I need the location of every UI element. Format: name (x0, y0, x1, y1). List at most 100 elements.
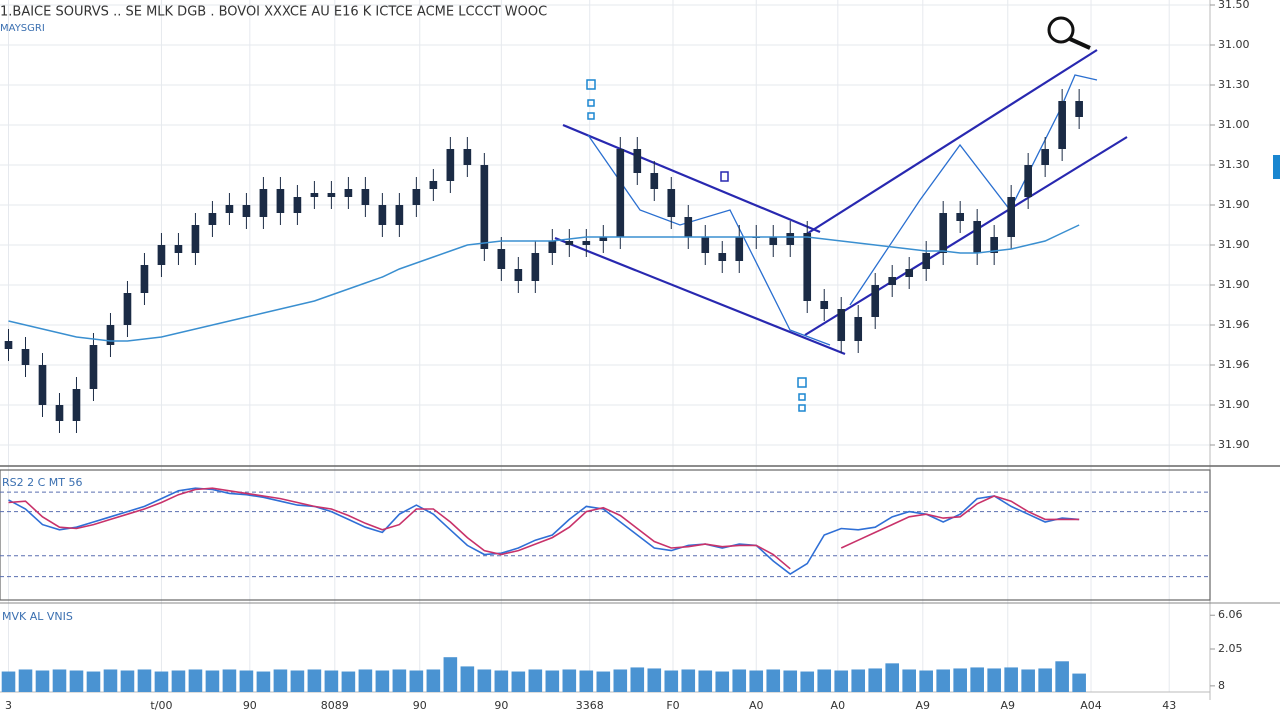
y-tick-label: 2.05 (1218, 642, 1243, 655)
volume-bar (511, 671, 526, 692)
oscillator-line (8, 487, 791, 570)
candle-body (480, 165, 489, 249)
candle-body (1024, 165, 1032, 197)
candle-body (276, 189, 285, 213)
volume-bar (341, 671, 356, 692)
y-tick-label: 31.90 (1218, 278, 1250, 291)
volume-label: MVK AL VNIS (2, 610, 73, 623)
candle-body (871, 285, 880, 317)
volume-bar (545, 670, 560, 692)
candle-body (463, 149, 472, 165)
y-tick-label: 31.00 (1218, 118, 1250, 131)
side-tab[interactable] (1273, 155, 1280, 179)
volume-bar (698, 670, 713, 692)
candle-body (820, 301, 829, 309)
candle-body (429, 181, 438, 189)
candle-body (1058, 101, 1066, 149)
volume-bar (919, 670, 933, 692)
candle-body (4, 341, 13, 349)
y-tick-label: 31.90 (1218, 438, 1250, 451)
candle-body (735, 237, 744, 261)
candle-body (1041, 149, 1049, 165)
marker (587, 99, 595, 107)
volume-bar (375, 670, 390, 692)
candle-body (140, 265, 149, 293)
volume-bar (817, 669, 832, 692)
candle-body (174, 245, 183, 253)
candle-body (344, 189, 353, 197)
volume-bar (715, 671, 730, 692)
candle-body (1007, 197, 1015, 237)
x-tick-label: t/00 (150, 699, 172, 712)
zoom-lens[interactable] (1047, 16, 1075, 44)
y-tick-label: 31.30 (1218, 78, 1250, 91)
y-tick-label: 31.50 (1218, 0, 1250, 11)
marker (797, 377, 807, 388)
candle-body (38, 365, 47, 405)
y-tick-label: 31.90 (1218, 238, 1250, 251)
volume-bar (256, 671, 271, 692)
moving-average (8, 224, 1080, 342)
volume-bar (222, 669, 237, 692)
marker (798, 393, 806, 401)
candle-body (854, 317, 863, 341)
volume-bar (834, 670, 849, 692)
volume-bar (1004, 667, 1018, 692)
volume-bar (783, 670, 798, 692)
candle-body (259, 189, 268, 217)
candle-body (888, 277, 897, 285)
volume-bar (953, 668, 967, 692)
candle-body (208, 213, 217, 225)
trend-line (804, 49, 1098, 236)
zoom-icon[interactable] (1047, 16, 1091, 50)
volume-bar (290, 670, 305, 692)
volume-bar (579, 670, 594, 692)
trend-line (804, 136, 1128, 336)
trend-line (562, 123, 821, 234)
volume-bar (987, 668, 1001, 692)
marker (586, 79, 596, 90)
y-tick-label: 31.30 (1218, 158, 1250, 171)
candle-body (922, 253, 931, 269)
y-tick-label: 31.96 (1218, 318, 1250, 331)
y-tick-label: 31.96 (1218, 358, 1250, 371)
y-tick-label: 8 (1218, 679, 1225, 692)
volume-bar (1038, 668, 1052, 692)
volume-bar (936, 669, 950, 692)
chart-title: 1.BAICE SOURVS .. SE MLK DGB . BOVOI XXX… (0, 5, 547, 20)
volume-bar (188, 669, 203, 692)
candle-body (21, 349, 30, 365)
volume-bar (749, 670, 764, 692)
y-tick-label: 31.90 (1218, 198, 1250, 211)
x-tick-label: A04 (1080, 699, 1102, 712)
x-tick-label: 8089 (321, 699, 349, 712)
volume-bar (460, 666, 475, 692)
volume-bar (69, 670, 84, 692)
candle-body (684, 217, 693, 237)
candle-body (548, 241, 557, 253)
x-tick-label: A0 (831, 699, 846, 712)
candle-body (55, 405, 64, 421)
candle-body (412, 189, 421, 205)
oscillator-line (840, 495, 1080, 549)
volume-bar (324, 670, 339, 692)
zoom-handle[interactable] (1069, 37, 1091, 50)
candle-body (718, 253, 727, 261)
volume-bar (1072, 673, 1086, 692)
volume-bar (392, 669, 407, 692)
candle-body (497, 249, 506, 269)
candle-body (157, 245, 166, 265)
candle-body (582, 241, 591, 245)
candle-body (123, 293, 132, 325)
volume-bar (35, 670, 50, 692)
volume-bar (596, 671, 611, 692)
volume-bar (239, 670, 254, 692)
volume-bar (103, 669, 118, 692)
candle-body (905, 269, 914, 277)
volume-bar (681, 669, 696, 692)
volume-bar (885, 663, 900, 692)
volume-bar (800, 671, 815, 692)
candle-body (327, 193, 336, 197)
